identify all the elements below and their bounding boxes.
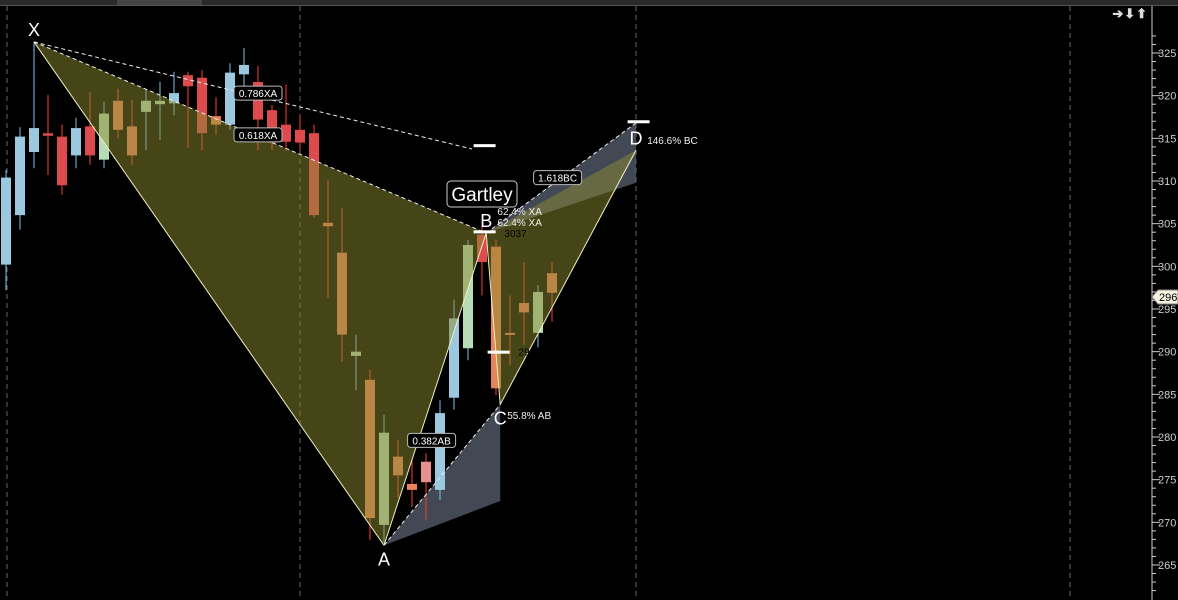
last-price-badge <box>1151 289 1178 305</box>
pattern-annotation: 55.8% AB <box>507 411 551 422</box>
candle-body <box>57 136 67 186</box>
y-tick-label: 275 <box>1158 475 1176 487</box>
pattern-annotation: 3037 <box>504 229 527 240</box>
level-marker <box>487 350 510 354</box>
candle-body <box>435 413 445 490</box>
candle-body <box>15 136 25 216</box>
candle-body <box>197 77 207 134</box>
ratio-tag-text: 0.618XA <box>239 131 278 142</box>
pattern-name-border <box>446 180 518 208</box>
candle-body <box>183 75 193 87</box>
candle-body <box>463 244 473 349</box>
candle <box>295 115 305 151</box>
candle <box>57 124 67 195</box>
xab-triangle <box>34 41 487 546</box>
ratio-tag-text: 0.786XA <box>239 89 278 100</box>
candle-body <box>449 318 459 398</box>
bcd-triangle <box>486 150 636 405</box>
candle-body <box>295 129 305 143</box>
ratio-tag: 0.786XA <box>233 85 283 101</box>
y-tick-label: 270 <box>1158 517 1176 529</box>
pattern-leg <box>499 150 637 405</box>
y-tick-label: 300 <box>1158 261 1176 273</box>
bd-projection-band <box>486 122 636 234</box>
ratio-tag-border <box>233 127 283 143</box>
candle-body <box>71 128 81 156</box>
ratio-tag: 1.618BC <box>533 170 583 186</box>
pattern-point-label: X <box>28 20 40 40</box>
candle-body <box>169 93 179 104</box>
y-tick-label: 290 <box>1158 347 1176 359</box>
ratio-tag-border <box>407 432 457 448</box>
candle-body <box>407 483 417 490</box>
candle <box>435 400 445 501</box>
candle <box>225 63 235 130</box>
ratio-tag-text: 1.618BC <box>538 174 577 185</box>
candle <box>15 127 25 230</box>
candle-body <box>29 128 39 152</box>
pattern-leg <box>383 232 487 546</box>
pattern-annotation: 62.4% XA <box>497 207 542 218</box>
y-tick-label: 325 <box>1158 48 1176 60</box>
candle <box>1 169 11 291</box>
pattern-name: Gartley <box>451 185 513 206</box>
ratio-tag-border <box>233 85 283 101</box>
pattern-annotation: 290 <box>518 348 535 359</box>
candle <box>421 453 431 520</box>
y-tick-label: 310 <box>1158 176 1176 188</box>
y-tick-label: 315 <box>1158 133 1176 145</box>
y-tick-label: 285 <box>1158 389 1176 401</box>
y-tick-label: 320 <box>1158 91 1176 103</box>
candle-body <box>239 64 249 75</box>
tab[interactable] <box>117 0 202 5</box>
pattern-annotation: 146.6% BC <box>647 136 698 147</box>
pattern-point-label: B <box>480 211 492 231</box>
last-price-label: 296 <box>1159 292 1177 304</box>
pattern-leg <box>485 233 501 405</box>
candle <box>71 117 81 169</box>
y-tick-label: 280 <box>1158 432 1176 444</box>
y-tick-label: 295 <box>1158 304 1176 316</box>
ratio-tag: 0.382AB <box>407 432 457 448</box>
pattern-point-label: D <box>630 128 643 148</box>
candle <box>281 84 291 151</box>
candle <box>407 460 417 507</box>
candle-body <box>421 461 431 483</box>
candle-body <box>281 124 291 142</box>
candle-body <box>253 82 263 120</box>
ratio-tag-text: 0.382AB <box>412 436 451 447</box>
candle-body <box>85 126 95 156</box>
pattern-annotation: 62.4% XA <box>497 218 542 229</box>
level-marker <box>473 230 496 234</box>
pattern-point-label: A <box>378 549 390 569</box>
candle-body <box>43 133 53 136</box>
top-tab-strip <box>0 0 1178 6</box>
scroll-arrows[interactable]: ➔⬇⬆ <box>1112 6 1148 21</box>
pattern-leg <box>33 41 385 546</box>
candle <box>43 94 53 176</box>
candle-body <box>1 177 11 265</box>
level-marker <box>473 144 496 148</box>
ratio-tag-border <box>533 170 583 186</box>
ratio-line <box>383 404 501 546</box>
y-tick-label: 265 <box>1158 560 1176 572</box>
candle-body <box>225 72 235 125</box>
y-tick-label: 305 <box>1158 219 1176 231</box>
level-marker <box>627 120 650 124</box>
ratio-tag: 0.618XA <box>233 127 283 143</box>
candle-body <box>477 234 487 263</box>
last-price-tag: 296 <box>1151 289 1178 305</box>
candle-body <box>267 110 277 143</box>
pattern-point-label: C <box>494 409 507 429</box>
pattern-name-box: Gartley <box>446 180 518 208</box>
candle <box>29 41 39 169</box>
